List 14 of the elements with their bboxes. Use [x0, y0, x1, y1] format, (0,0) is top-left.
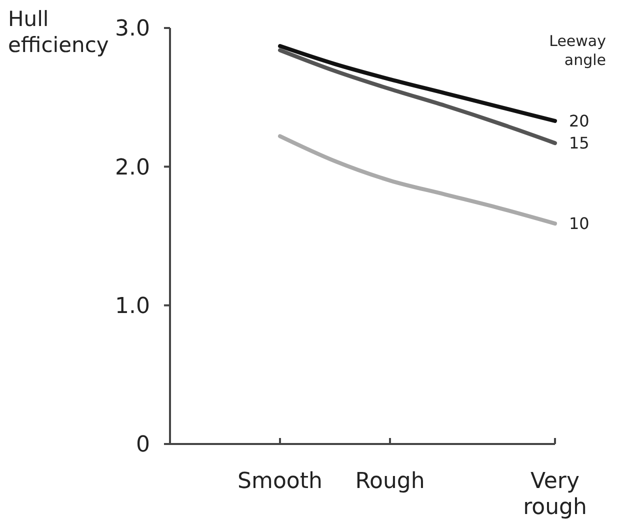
legend-title: Leeway angle	[549, 32, 606, 69]
y-tick-label: 1.0	[115, 294, 150, 320]
x-tick-label: Very rough	[523, 469, 587, 520]
y-tick-label: 0	[136, 432, 150, 458]
series-label: 10	[569, 214, 590, 234]
x-tick-label: Rough	[355, 469, 425, 494]
line-series	[278, 134, 557, 226]
y-tick-label: 3.0	[115, 16, 150, 42]
series-label: 15	[569, 134, 590, 153]
y-axis-title: Hull efficiency	[8, 7, 109, 57]
series-label: 20	[569, 112, 590, 131]
line-series	[278, 48, 557, 146]
x-tick-label: Smooth	[238, 469, 322, 494]
y-tick-label: 2.0	[115, 155, 150, 180]
